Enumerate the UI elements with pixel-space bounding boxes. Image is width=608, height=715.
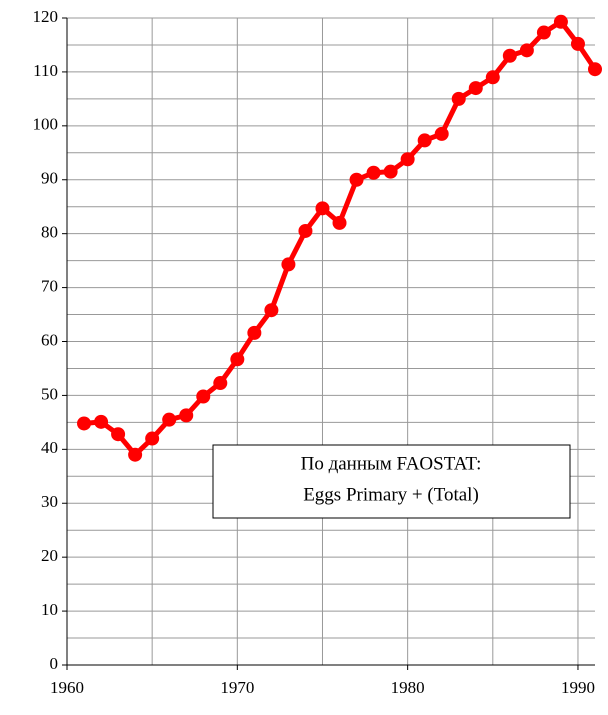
data-point [349,172,364,187]
data-point [128,447,143,462]
x-tick-label: 1960 [50,678,84,697]
annotation-box [212,444,571,519]
data-point [332,215,347,230]
data-point [264,303,279,318]
y-tick-label: 20 [41,546,58,565]
y-tick-label: 90 [41,169,58,188]
data-point [366,165,381,180]
y-tick-label: 30 [41,492,58,511]
x-tick-label: 1990 [561,678,595,697]
data-point [196,389,211,404]
y-tick-label: 0 [50,654,59,673]
data-point [519,43,534,58]
data-point [468,81,483,96]
marks [77,14,602,462]
x-tick-label: 1980 [391,678,425,697]
data-point [213,376,228,391]
grid [66,17,595,666]
data-point [145,431,160,446]
data-point [502,48,517,63]
x-tick-label: 1970 [220,678,254,697]
y-tick-label: 100 [33,115,59,134]
data-point [434,126,449,141]
data-point [315,201,330,216]
y-tick-label: 70 [41,276,58,295]
data-point [417,133,432,148]
y-tick-label: 110 [33,61,58,80]
data-point [94,414,109,429]
data-point [588,62,602,77]
data-point [230,352,245,367]
annotation: По данным FAOSTAT: [301,453,482,474]
data-point [77,416,92,431]
data-point [400,152,415,167]
data-point [451,91,466,106]
annotation: Eggs Primary + (Total) [303,484,479,505]
y-tick-label: 10 [41,600,58,619]
data-point [536,25,551,40]
data-point [247,325,262,340]
data-point [179,408,194,423]
data-point [570,36,585,51]
data-point [553,14,568,29]
y-tick-label: 40 [41,438,58,457]
data-point [162,412,177,427]
data-point [485,70,500,85]
y-tick-label: 50 [41,384,58,403]
data-point [111,427,126,442]
y-tick-label: 80 [41,223,58,242]
data-line [83,19,598,458]
data-point [281,257,296,272]
y-tick-label: 120 [33,7,59,26]
data-point [383,164,398,179]
axes: 0 10 20 30 40 50 60 70 80 90 100 110 120 1960 1970 1980… [33,7,595,697]
data-point [298,223,313,238]
y-tick-label: 60 [41,330,58,349]
